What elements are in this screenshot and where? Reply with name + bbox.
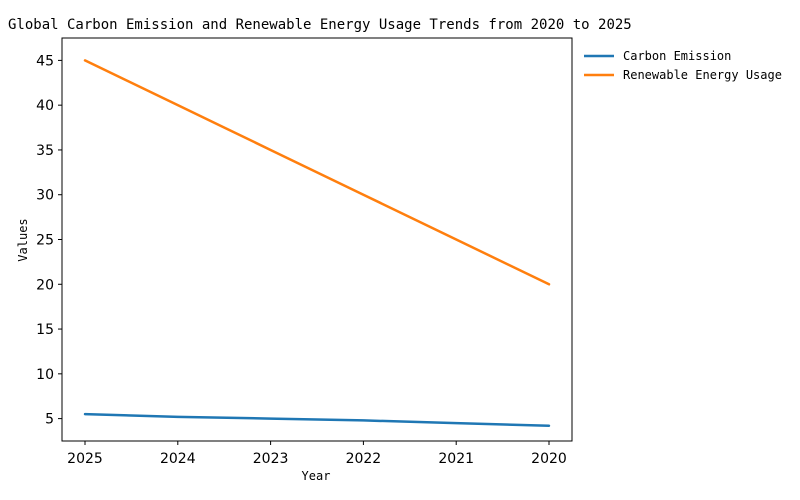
x-axis: 2025 2024 2023 2022 2021 2020 xyxy=(67,441,567,467)
series-lines xyxy=(83,59,551,428)
y-tick-label: 5 xyxy=(45,412,54,428)
series-line-renewable-energy-usage xyxy=(83,59,551,286)
chart-title: Global Carbon Emission and Renewable Ene… xyxy=(8,17,632,33)
x-axis-label: Year xyxy=(302,469,331,483)
legend-label-carbon-emission: Carbon Emission xyxy=(623,49,731,63)
y-tick-label: 10 xyxy=(36,367,54,383)
plot-area-frame xyxy=(61,37,573,442)
y-tick-label: 30 xyxy=(36,188,54,204)
x-tick-label: 2023 xyxy=(253,451,289,467)
x-tick-label: 2022 xyxy=(346,451,382,467)
y-axis-label: Values xyxy=(16,218,30,261)
legend-label-renewable-energy-usage: Renewable Energy Usage xyxy=(623,68,782,82)
series-line-carbon-emission xyxy=(83,412,551,428)
y-tick-label: 40 xyxy=(36,98,54,114)
y-tick-label: 45 xyxy=(36,53,54,69)
x-tick-label: 2025 xyxy=(67,451,103,467)
x-tick-label: 2020 xyxy=(531,451,567,467)
y-axis: 5 10 15 20 25 30 35 40 45 xyxy=(36,53,62,428)
y-tick-label: 15 xyxy=(36,322,54,338)
y-tick-label: 35 xyxy=(36,143,54,159)
x-tick-label: 2024 xyxy=(160,451,196,467)
x-tick-label: 2021 xyxy=(438,451,474,467)
legend: Carbon Emission Renewable Energy Usage xyxy=(584,49,782,82)
y-tick-label: 20 xyxy=(36,277,54,293)
y-tick-label: 25 xyxy=(36,233,54,249)
